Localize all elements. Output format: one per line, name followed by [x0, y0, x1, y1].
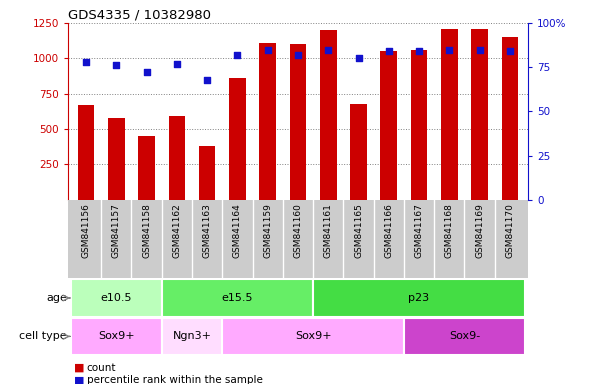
Text: GSM841160: GSM841160 [293, 204, 303, 258]
Text: Sox9+: Sox9+ [295, 331, 332, 341]
Point [475, 46, 484, 53]
Bar [138, 136, 155, 200]
Bar [199, 146, 215, 200]
Text: GSM841170: GSM841170 [506, 204, 514, 258]
Bar [169, 116, 185, 200]
Text: GSM841161: GSM841161 [324, 204, 333, 258]
Bar [78, 105, 94, 200]
Bar [502, 37, 518, 200]
Bar [350, 104, 367, 200]
Text: ■: ■ [74, 375, 84, 384]
Text: Sox9+: Sox9+ [98, 331, 135, 341]
Point [293, 52, 303, 58]
Bar [381, 51, 397, 200]
Bar [108, 118, 124, 200]
Text: GDS4335 / 10382980: GDS4335 / 10382980 [68, 9, 211, 22]
Bar [229, 78, 245, 200]
Point [172, 61, 182, 67]
Bar [411, 50, 427, 200]
Point [81, 59, 91, 65]
Bar [441, 29, 458, 200]
Bar [471, 29, 488, 200]
Point [445, 46, 454, 53]
Text: e10.5: e10.5 [100, 293, 132, 303]
Text: Ngn3+: Ngn3+ [172, 331, 211, 341]
Bar [313, 279, 525, 317]
Text: GSM841156: GSM841156 [81, 204, 90, 258]
Text: e15.5: e15.5 [222, 293, 253, 303]
Text: ■: ■ [74, 363, 84, 373]
Bar [290, 44, 306, 200]
Bar [71, 318, 162, 355]
Point [263, 46, 273, 53]
Text: count: count [87, 363, 116, 373]
Point [202, 76, 212, 83]
Point [112, 62, 121, 68]
Text: GSM841169: GSM841169 [475, 204, 484, 258]
Bar [222, 318, 404, 355]
Bar [320, 30, 336, 200]
Bar [260, 43, 276, 200]
Text: GSM841167: GSM841167 [415, 204, 424, 258]
Point [505, 48, 514, 55]
Bar [404, 318, 525, 355]
Text: p23: p23 [408, 293, 430, 303]
Text: Sox9-: Sox9- [449, 331, 480, 341]
Text: age: age [46, 293, 67, 303]
Text: GSM841157: GSM841157 [112, 204, 121, 258]
Text: GSM841163: GSM841163 [202, 204, 212, 258]
Point [414, 48, 424, 55]
Bar [162, 318, 222, 355]
Point [142, 70, 151, 76]
Text: GSM841162: GSM841162 [172, 204, 181, 258]
Text: GSM841168: GSM841168 [445, 204, 454, 258]
Text: GSM841164: GSM841164 [233, 204, 242, 258]
Point [232, 52, 242, 58]
Text: GSM841158: GSM841158 [142, 204, 151, 258]
Point [354, 55, 363, 61]
Text: GSM841165: GSM841165 [354, 204, 363, 258]
Point [384, 48, 394, 55]
Text: percentile rank within the sample: percentile rank within the sample [87, 375, 263, 384]
Bar [162, 279, 313, 317]
Point [323, 46, 333, 53]
Bar [71, 279, 162, 317]
Text: GSM841166: GSM841166 [384, 204, 394, 258]
Text: cell type: cell type [19, 331, 67, 341]
Text: GSM841159: GSM841159 [263, 204, 272, 258]
